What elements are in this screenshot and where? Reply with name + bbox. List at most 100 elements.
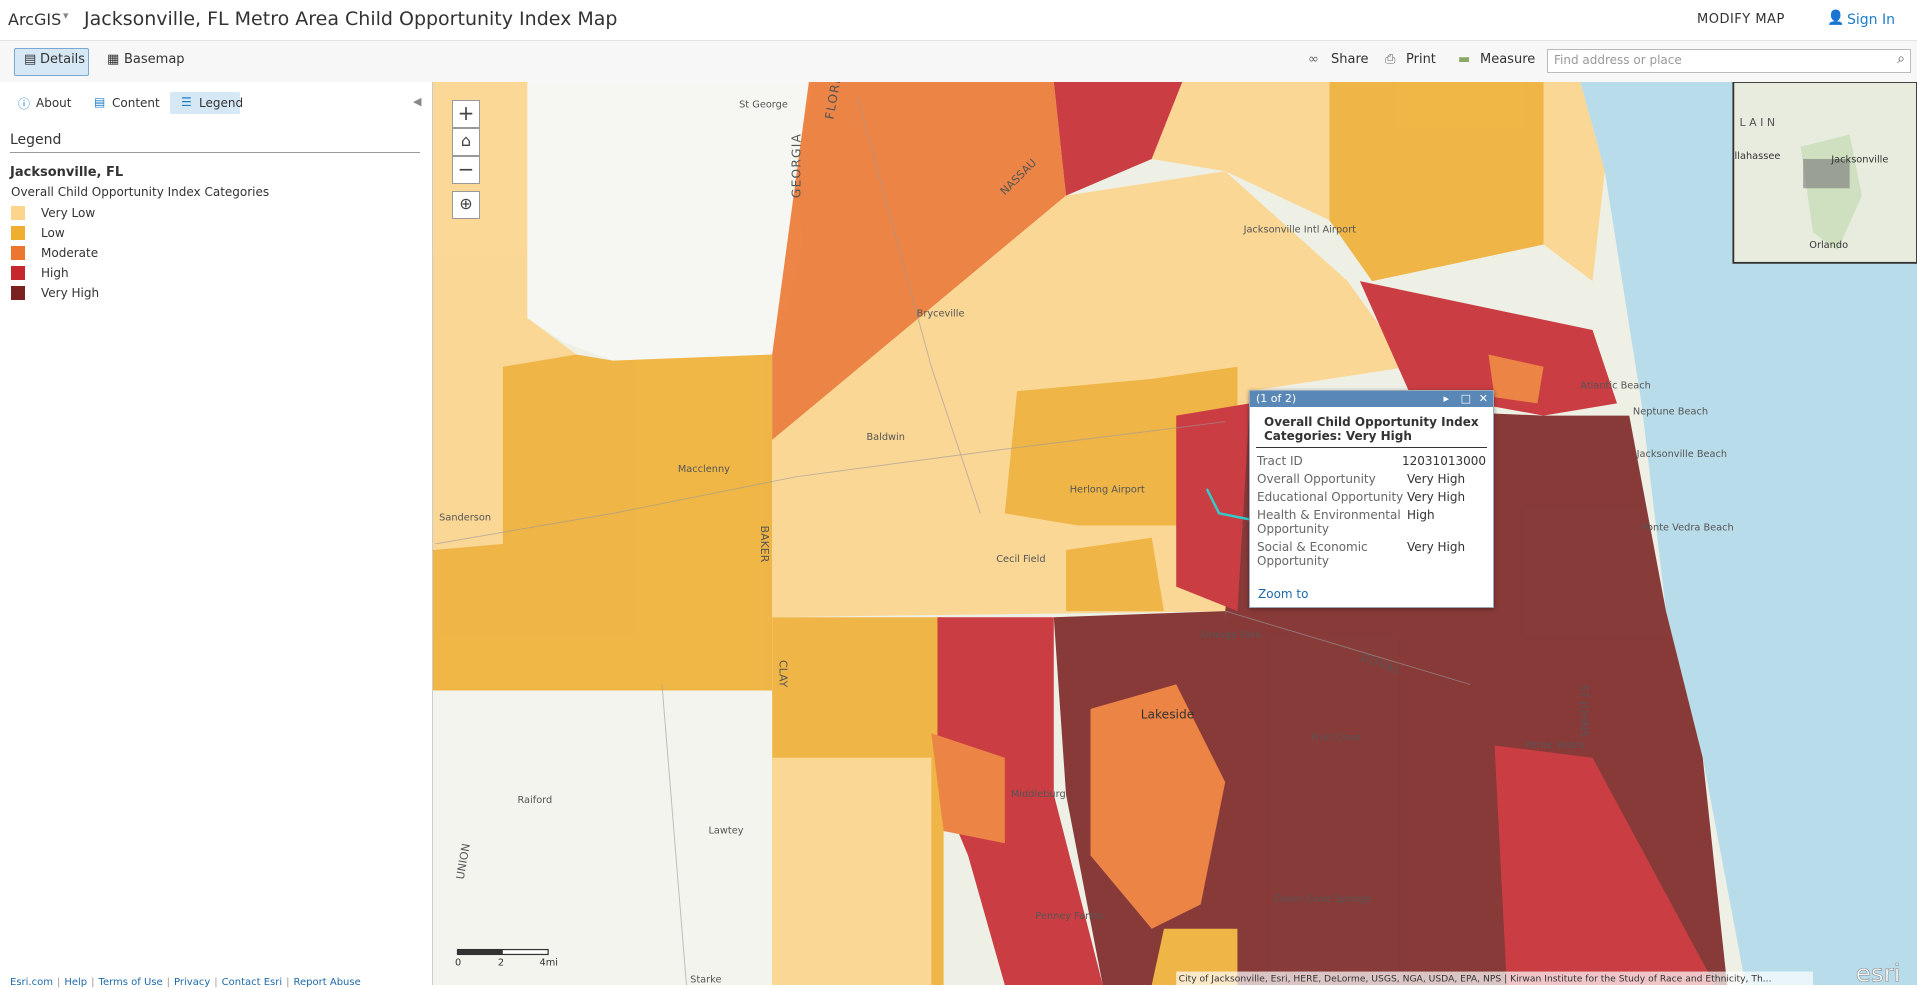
- roads: [435, 97, 1471, 985]
- footer-link[interactable]: Privacy: [174, 977, 211, 988]
- logo[interactable]: ArcGIS: [8, 10, 62, 29]
- road: [1225, 610, 1471, 685]
- tab[interactable]: Legend: [199, 96, 244, 110]
- tab[interactable]: About: [36, 96, 72, 110]
- tract[interactable]: [772, 757, 932, 985]
- overview-label: Orlando: [1809, 240, 1848, 251]
- popup-header: (1 of 2) ▸ □ ✕: [1250, 391, 1493, 407]
- zoom-to[interactable]: Zoom to: [1258, 587, 1309, 601]
- county-label: UNION: [454, 842, 473, 880]
- legend-label: Low: [41, 226, 65, 240]
- separator: |: [56, 977, 61, 988]
- field-name: Educational Opportunity: [1257, 490, 1404, 504]
- footer-link[interactable]: Terms of Use: [98, 977, 163, 988]
- footer-link[interactable]: Report Abuse: [293, 977, 361, 988]
- measure-icon: ▬: [1458, 52, 1471, 67]
- footer-link[interactable]: Help: [64, 977, 88, 988]
- details-label[interactable]: Details: [40, 52, 86, 67]
- basemap-area: [433, 690, 773, 985]
- place-label: Macclenny: [678, 464, 730, 475]
- separator: |: [166, 977, 171, 988]
- place-label: Atlantic Beach: [1580, 381, 1651, 392]
- print[interactable]: Print: [1406, 52, 1436, 67]
- legend-label: High: [41, 266, 69, 280]
- scale-bar-graphic: [457, 949, 503, 955]
- home[interactable]: ⌂: [452, 128, 480, 156]
- separator: |: [91, 977, 95, 988]
- tract[interactable]: [937, 617, 1103, 985]
- attribution: City of Jacksonville, Esri, HERE, DeLorm…: [1179, 973, 1772, 984]
- place-label: Ponte Vedra: [1525, 740, 1584, 751]
- place-label: Jacksonville Intl Airport: [1243, 224, 1357, 235]
- tract[interactable]: [1488, 354, 1544, 404]
- tract[interactable]: [931, 733, 1005, 844]
- overview-map[interactable]: L A I N llahassee Jacksonville Orlando: [1732, 82, 1917, 264]
- legend-swatch: [11, 266, 25, 280]
- tract[interactable]: [433, 354, 773, 691]
- popup-row: Health & Environmental Opportunity High: [1250, 506, 1493, 538]
- road: [857, 97, 981, 514]
- overview-extent[interactable]: [1803, 158, 1850, 189]
- ocean: [1580, 82, 1917, 985]
- legend-label: Moderate: [41, 246, 99, 260]
- popup-counter: (1 of 2): [1256, 392, 1297, 405]
- tract[interactable]: [1090, 684, 1226, 929]
- place-label: Raiford: [517, 795, 552, 806]
- field-name: Social & Economic Opportunity: [1257, 540, 1368, 568]
- tab[interactable]: Content: [112, 96, 160, 110]
- tract[interactable]: [772, 82, 1067, 441]
- county-label: CLAY: [777, 660, 790, 688]
- field-value: Very High: [1407, 490, 1466, 504]
- zoom-out[interactable]: −: [452, 156, 480, 184]
- details-button[interactable]: [14, 48, 89, 76]
- popup-close[interactable]: ✕: [1478, 392, 1488, 405]
- scale-label: 2: [498, 957, 504, 968]
- road: [661, 684, 687, 985]
- map-title: Jacksonville, FL Metro Area Child Opport…: [84, 8, 618, 30]
- tab-icon: ⓘ: [18, 97, 31, 111]
- legend-label: Very High: [41, 286, 100, 300]
- sign-in[interactable]: Sign In: [1847, 12, 1895, 28]
- tract[interactable]: [1543, 82, 1605, 282]
- field-value: Very High: [1407, 472, 1466, 486]
- tract[interactable]: [1494, 745, 1715, 985]
- locate[interactable]: ⊕: [452, 191, 480, 219]
- tract[interactable]: [1066, 537, 1164, 612]
- place-label: Middleburg: [1011, 789, 1066, 800]
- tract[interactable]: [1359, 281, 1618, 416]
- logo-caret[interactable]: ▾: [63, 9, 69, 22]
- share[interactable]: Share: [1331, 52, 1369, 67]
- search-box[interactable]: Find address or place ⌕: [1547, 49, 1911, 73]
- tract[interactable]: [1151, 928, 1238, 985]
- place-label: Herlong Airport: [1070, 485, 1145, 496]
- place-label: Penney Farms: [1035, 911, 1103, 922]
- popup-row: Social & Economic Opportunity Very High: [1250, 538, 1493, 570]
- attribution-bg: [1176, 971, 1813, 985]
- tract[interactable]: [808, 82, 1183, 196]
- scale-label: 0: [455, 957, 461, 968]
- modify-map[interactable]: MODIFY MAP: [1697, 12, 1785, 27]
- place-label: Fruit Cove: [1311, 733, 1360, 744]
- scale-bar: 0 2 4mi: [455, 948, 558, 968]
- collapse-button[interactable]: ◀: [413, 95, 422, 108]
- overview-label: llahassee: [1735, 151, 1781, 162]
- sign-in-icon[interactable]: 👤: [1827, 10, 1845, 26]
- tract[interactable]: [1176, 403, 1250, 612]
- state-label: GEORGIA: [789, 133, 803, 198]
- basemap-area: [527, 82, 816, 361]
- popup-next[interactable]: ▸: [1443, 392, 1449, 405]
- measure[interactable]: Measure: [1480, 52, 1536, 67]
- zoom-in[interactable]: +: [452, 100, 480, 128]
- popup-row: Educational Opportunity Very High: [1250, 488, 1493, 506]
- basemap-label[interactable]: Basemap: [124, 52, 185, 67]
- tract[interactable]: [1151, 82, 1330, 221]
- popup-maximize[interactable]: □: [1460, 392, 1471, 405]
- map[interactable]: St George Bryceville Baldwin Macclenny S…: [433, 82, 1917, 985]
- footer-link[interactable]: Esri.com: [10, 977, 53, 988]
- legend-swatch: [11, 206, 25, 220]
- search-icon[interactable]: ⌕: [1897, 51, 1905, 67]
- print-icon: ⎙: [1385, 52, 1396, 67]
- footer-link[interactable]: Contact Esri: [221, 977, 283, 988]
- place-label: Green Cove Springs: [1274, 894, 1371, 905]
- tract[interactable]: [1329, 82, 1581, 282]
